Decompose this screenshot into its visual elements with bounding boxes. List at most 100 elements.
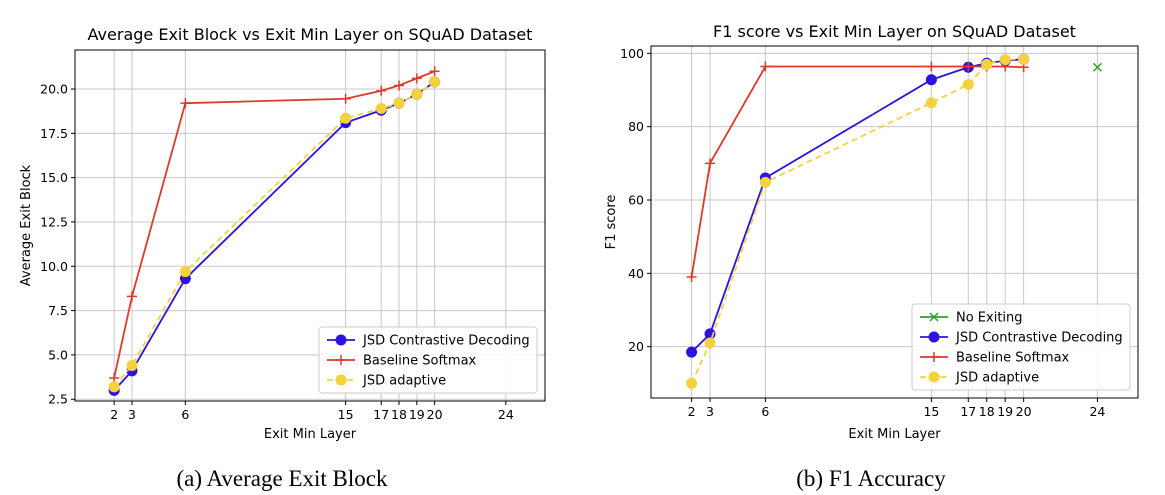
y-tick-label: 10.0 (40, 259, 68, 274)
data-point-jsd-adaptive (429, 76, 441, 88)
data-point-jsd-adaptive (411, 88, 423, 100)
data-point-jsd-adaptive (962, 79, 974, 90)
x-tick-label: 19 (997, 404, 1013, 419)
y-tick-label: 15.0 (40, 170, 68, 185)
legend-marker (336, 355, 346, 365)
data-point-baseline-softmax (926, 61, 937, 72)
data-point-jsd-adaptive (108, 381, 120, 393)
legend-marker (929, 352, 939, 362)
data-point-no-exiting (1092, 62, 1102, 72)
y-tick-label: 80 (628, 119, 644, 134)
data-point-baseline-softmax (963, 61, 974, 72)
x-tick-label: 2 (688, 404, 696, 419)
legend-marker (335, 334, 347, 346)
caption-b: (b) F1 Accuracy (796, 466, 946, 491)
data-point-jsd-adaptive (126, 360, 138, 372)
y-axis-label: Average Exit Block (19, 164, 34, 286)
data-point-baseline-softmax (394, 80, 405, 91)
x-tick-label: 15 (923, 404, 939, 419)
data-point-jsd-adaptive (704, 337, 716, 349)
y-tick-label: 20.0 (40, 82, 68, 97)
y-tick-label: 20 (628, 339, 644, 354)
x-tick-label: 3 (128, 407, 136, 422)
legend-box (911, 303, 1131, 391)
chart-title: Average Exit Block vs Exit Min Layer on … (88, 25, 533, 44)
data-point-baseline-softmax (340, 93, 351, 104)
x-tick-label: 18 (979, 404, 995, 419)
x-axis-label: Exit Min Layer (264, 427, 357, 442)
x-axis-label: Exit Min Layer (848, 427, 941, 442)
chart-panel-a: 2 3 6 15 17 18 19 20 24 2.5 5.0 7.5 10.0 12.5 15.0 17.5… (0, 0, 582, 495)
exit-block-chart: 2 3 6 15 17 18 19 20 24 2.5 5.0 7.5 10.0 12.5 15.0 17.5… (19, 25, 546, 442)
y-axis-label: F1 score (604, 195, 619, 250)
x-tick-label: 18 (391, 407, 407, 422)
data-point-baseline-softmax (429, 66, 440, 77)
x-tick-label: 15 (338, 407, 354, 422)
series-no-exiting (1092, 62, 1102, 72)
data-point-jsd-contrastive-decoding (925, 74, 937, 86)
data-point-jsd-adaptive (759, 176, 771, 188)
y-tick-label: 100 (620, 46, 644, 61)
legend-entry-no-exiting: No Exiting (956, 311, 1023, 326)
tick-labels: 2 3 6 15 17 18 19 20 24 2.5 5.0 7.5 10.0 12.5 15.0 17.5… (40, 82, 514, 423)
x-tick-label: 20 (1016, 404, 1032, 419)
x-tick-label: 6 (181, 407, 189, 422)
legend: No Exiting JSD Contrastive Decoding Baseli… (911, 303, 1131, 391)
legend-marker (929, 312, 939, 322)
data-point-baseline-softmax (180, 98, 191, 109)
legend-entry-jsd-adaptive: JSD adaptive (362, 374, 446, 389)
legend-entry-jsd-contrastive-decoding: JSD Contrastive Decoding (955, 331, 1123, 346)
y-tick-label: 60 (628, 193, 644, 208)
legend-entry-baseline-softmax: Baseline Softmax (956, 351, 1070, 366)
x-tick-label: 3 (706, 404, 714, 419)
series-line-baseline-softmax (113, 70, 435, 379)
data-point-baseline-softmax (705, 158, 716, 169)
legend: JSD Contrastive Decoding Baseline Softmax… (318, 326, 538, 394)
plot-frame (650, 45, 1139, 399)
y-tick-label: 2.5 (48, 392, 68, 407)
x-tick-label: 19 (409, 407, 425, 422)
data-point-baseline-softmax (411, 73, 422, 84)
y-tick-label: 40 (628, 266, 644, 281)
x-tick-label: 24 (498, 407, 514, 422)
data-point-jsd-adaptive (375, 103, 387, 114)
caption-a: (a) Average Exit Block (176, 466, 388, 491)
x-tick-label: 17 (373, 407, 389, 422)
plot-frame (74, 49, 546, 402)
legend-box (318, 326, 538, 394)
x-tick-label: 17 (960, 404, 976, 419)
legend-marker (928, 371, 940, 383)
data-point-baseline-softmax (126, 291, 137, 302)
data-point-jsd-adaptive (999, 54, 1011, 66)
data-point-jsd-adaptive (340, 112, 352, 124)
data-point-jsd-adaptive (925, 97, 937, 109)
data-point-baseline-softmax (686, 272, 697, 282)
series-jsd-adaptive (686, 53, 1030, 389)
data-point-baseline-softmax (109, 372, 120, 383)
chart-title: F1 score vs Exit Min Layer on SQuAD Data… (713, 22, 1076, 41)
legend-entry-baseline-softmax: Baseline Softmax (363, 354, 477, 369)
x-tick-label: 24 (1089, 404, 1105, 419)
data-point-baseline-softmax (760, 61, 771, 72)
y-tick-label: 17.5 (40, 126, 68, 141)
series-jsd-adaptive (108, 76, 441, 393)
y-tick-label: 5.0 (48, 347, 68, 362)
data-point-jsd-contrastive-decoding (686, 346, 698, 358)
data-point-baseline-softmax (376, 85, 387, 96)
chart-panel-b: 2 3 6 15 17 18 19 20 24 20 40 60 80 100 F1 score vs Ex… (590, 0, 1165, 495)
x-tick-label: 20 (427, 407, 443, 422)
y-tick-label: 7.5 (48, 303, 68, 318)
data-point-jsd-adaptive (686, 377, 698, 389)
data-point-jsd-adaptive (981, 58, 993, 70)
x-tick-label: 2 (110, 407, 118, 422)
data-point-jsd-adaptive (393, 97, 405, 109)
data-point-jsd-adaptive (179, 266, 191, 278)
series-baseline-softmax (686, 61, 1029, 282)
series-baseline-softmax (109, 66, 440, 383)
x-tick-label: 6 (761, 404, 769, 419)
legend-marker (928, 331, 940, 343)
legend-entry-jsd-adaptive: JSD adaptive (955, 371, 1039, 386)
legend-entry-jsd-contrastive-decoding: JSD Contrastive Decoding (362, 334, 530, 349)
